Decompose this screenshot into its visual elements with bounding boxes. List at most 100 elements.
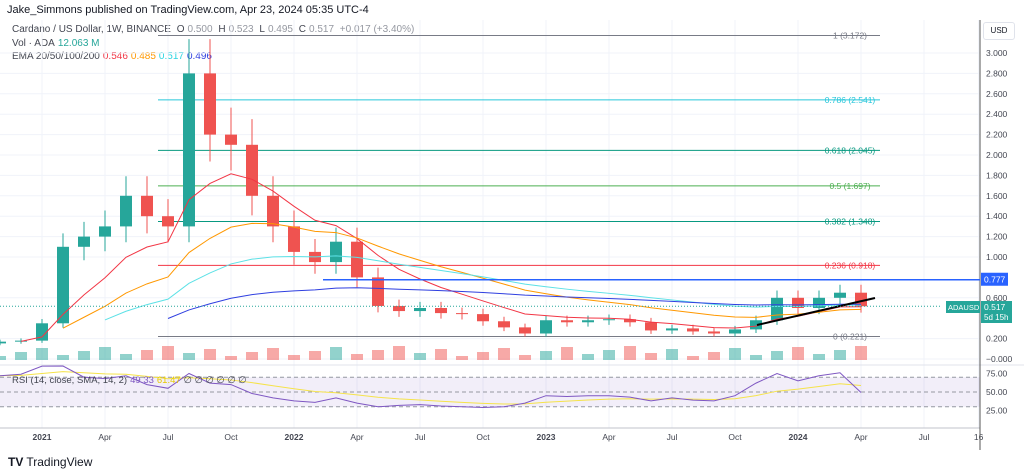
candle [78,236,90,247]
candle [414,308,426,312]
time-tick-label: 16 [974,432,984,442]
volume-bar [78,351,90,360]
time-tick-label: Jul [667,432,678,442]
price-tick-label: 2.800 [986,68,1008,78]
volume-bar [267,348,279,360]
high-value: 0.523 [228,24,254,35]
candle [36,323,48,341]
volume-bar [99,347,111,360]
candle [162,216,174,227]
time-tick-label: Jul [415,432,426,442]
fib-level-label: 0.786 (2.541) [825,95,876,105]
ema50-line [62,222,862,329]
volume-bar [57,355,69,360]
volume-bar [288,355,300,360]
volume-bar [435,349,447,360]
candle [330,241,342,263]
price-tick-label: 1.800 [986,170,1008,180]
price-tick-label: −0.000 [986,354,1013,364]
volume-bar [708,352,720,360]
volume-bar [561,347,573,360]
candle [393,305,405,312]
candle [771,297,783,321]
candle [834,292,846,298]
volume-bar [582,354,594,360]
volume-bar [0,356,6,360]
symbol-tag [946,301,980,313]
fib-level-label: 0.618 (2.045) [825,145,876,155]
candle [141,195,153,217]
volume-bar [834,350,846,360]
volume-bar [498,348,510,360]
candle [708,331,720,334]
volume-bar [687,356,699,360]
volume-bar [855,346,867,360]
volume-label[interactable]: Vol · ADA [12,38,55,49]
candle [561,320,573,323]
rsi-label[interactable]: RSI (14, close, SMA, 14, 2) [12,375,128,386]
time-tick-label: 2021 [33,432,52,442]
candle [99,226,111,237]
volume-bar [372,350,384,360]
volume-bar [246,352,258,360]
rsi-tick-label: 50.00 [986,387,1008,397]
close-value: 0.517 [308,24,335,35]
symbol-legend: Cardano / US Dollar, 1W, BINANCE O 0.500 … [12,24,417,35]
price-tick-label: 2.000 [986,150,1008,160]
symbol-title[interactable]: Cardano / US Dollar, 1W, BINANCE [12,24,171,35]
candle [246,144,258,196]
volume-bar [162,346,174,360]
volume-bar [603,350,615,360]
time-tick-label: Apr [602,432,615,442]
currency-button[interactable]: USD [983,22,1015,40]
candle [624,319,636,323]
candle [267,195,279,227]
volume-bar [204,349,216,360]
candle [204,73,216,135]
volume-bar [477,352,489,360]
candle [456,313,468,315]
countdown-label: 5d 15h [984,313,1008,322]
tradingview-logo[interactable]: TV TradingView [8,455,92,469]
volume-bar [330,347,342,360]
price-tick-label: 1.600 [986,191,1008,201]
rsi-value: 49.33 [130,375,154,386]
candle [813,297,825,308]
high-label: H [218,24,226,35]
candle [582,320,594,323]
price-tick-label: 0.200 [986,334,1008,344]
volume-bar [36,348,48,360]
time-tick-label: Apr [350,432,363,442]
candle [351,241,363,278]
rsi-line [0,365,862,409]
tradingview-logo-icon: TV [8,455,24,469]
rsi-tick-label: 25.00 [986,406,1008,416]
volume-bar [519,355,531,360]
volume-bar [456,356,468,360]
price-tick-label: 1.400 [986,211,1008,221]
low-value: 0.495 [267,24,293,35]
fib-level-label: 0.236 (0.918) [825,260,876,270]
candle [645,322,657,331]
time-tick-label: 2024 [789,432,808,442]
volume-bar [624,346,636,360]
last-price-tag [981,301,1012,323]
volume-bar [645,353,657,360]
price-tick-label: 2.600 [986,89,1008,99]
time-tick-label: Jul [919,432,930,442]
volume-bar [141,350,153,360]
time-tick-label: Oct [476,432,490,442]
price-tick-label: 2.400 [986,109,1008,119]
volume-bar [183,353,195,360]
candle [792,297,804,308]
candle [0,341,6,344]
volume-bar [309,351,321,360]
candle [183,73,195,227]
candle [729,329,741,334]
time-tick-label: Apr [98,432,111,442]
candle [540,320,552,334]
volume-value: 12.063 M [57,38,100,49]
ema-label[interactable]: EMA 20/50/100/200 [12,51,100,62]
candle [57,246,69,324]
